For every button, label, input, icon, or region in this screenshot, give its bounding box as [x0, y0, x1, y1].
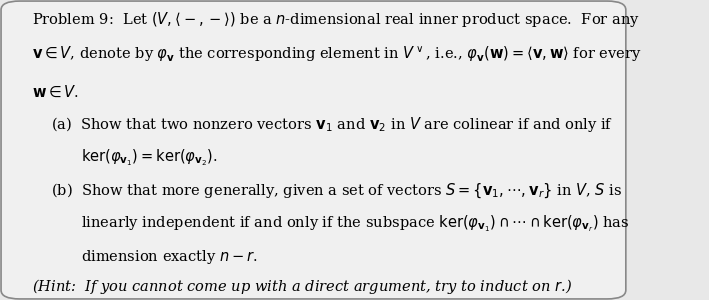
- Text: (a)  Show that two nonzero vectors $\mathbf{v}_1$ and $\mathbf{v}_2$ in $V$ are : (a) Show that two nonzero vectors $\math…: [50, 115, 613, 134]
- FancyBboxPatch shape: [1, 1, 626, 299]
- Text: (b)  Show that more generally, given a set of vectors $S = \{\mathbf{v}_1, \cdot: (b) Show that more generally, given a se…: [50, 182, 622, 200]
- Text: Problem 9:  Let $(V, \langle -, -\rangle)$ be a $n$-dimensional real inner produ: Problem 9: Let $(V, \langle -, -\rangle)…: [32, 10, 640, 29]
- Text: (Hint:  If you cannot come up with a direct argument, try to induct on $r$.): (Hint: If you cannot come up with a dire…: [32, 277, 572, 296]
- Text: linearly independent if and only if the subspace $\ker(\varphi_{\mathbf{v}_1}) \: linearly independent if and only if the …: [82, 214, 630, 234]
- Text: $\mathbf{v} \in V$, denote by $\varphi_{\mathbf{v}}$ the corresponding element i: $\mathbf{v} \in V$, denote by $\varphi_{…: [32, 45, 642, 64]
- Text: $\mathbf{w} \in V$.: $\mathbf{w} \in V$.: [32, 85, 79, 100]
- Text: $\ker(\varphi_{\mathbf{v}_1}) = \ker(\varphi_{\mathbf{v}_2})$.: $\ker(\varphi_{\mathbf{v}_1}) = \ker(\va…: [82, 147, 218, 168]
- Text: dimension exactly $n - r$.: dimension exactly $n - r$.: [82, 248, 258, 266]
